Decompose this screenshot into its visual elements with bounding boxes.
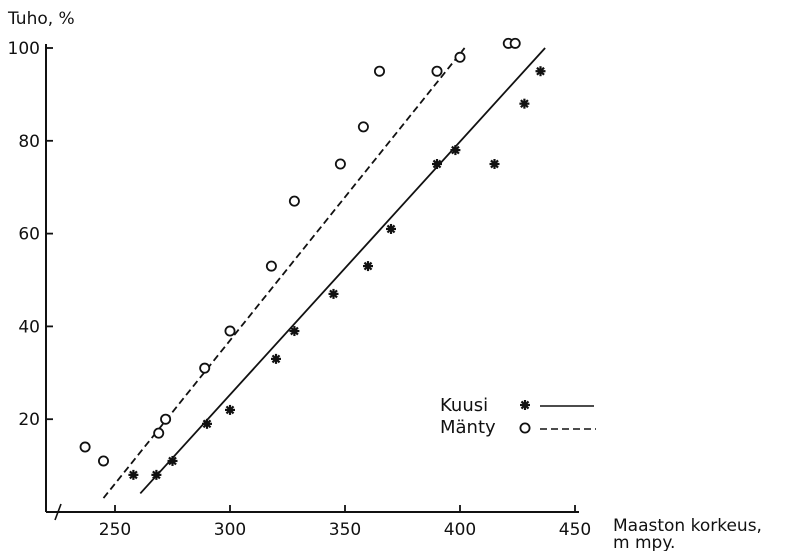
data-point-manty: [199, 362, 211, 374]
asterisk-stroke: [451, 145, 460, 155]
legend-circle: [519, 422, 531, 434]
data-point-manty: [509, 37, 521, 49]
data-point-kuusi: [535, 66, 546, 77]
asterisk-stroke: [520, 400, 530, 410]
data-point-kuusi: [271, 353, 281, 364]
legend-marker-circle: [519, 422, 531, 434]
asterisk-stroke: [536, 66, 545, 76]
data-point-kuusi: [450, 145, 461, 156]
legend-marker-asterisk: [520, 400, 530, 410]
data-point-kuusi: [128, 469, 139, 480]
axes: [45, 44, 579, 521]
data-point-manty: [160, 413, 172, 425]
y-tick-label: 20: [18, 410, 40, 430]
fit-line-manty: [102, 47, 466, 499]
asterisk-stroke: [363, 261, 373, 271]
x-axis-label-line1: Maaston korkeus,: [613, 516, 762, 536]
data-point-kuusi: [151, 469, 162, 480]
data-point-kuusi: [328, 288, 339, 299]
asterisk-stroke: [168, 456, 177, 466]
data-point-kuusi: [363, 261, 373, 272]
data-point-manty: [265, 260, 277, 272]
legend-label-kuusi: Kuusi: [440, 395, 488, 416]
legend: Kuusi Mänty: [440, 395, 596, 438]
data-point-kuusi: [202, 418, 212, 429]
asterisk-stroke: [520, 99, 529, 108]
asterisk-stroke: [290, 326, 299, 336]
data-point-manty: [431, 65, 443, 77]
data-point-manty: [373, 65, 385, 77]
asterisk-stroke: [152, 470, 161, 480]
axis-break-mark: [54, 503, 62, 521]
asterisk-stroke: [129, 470, 138, 480]
y-tick-label: 60: [18, 225, 40, 245]
data-points: [79, 37, 546, 480]
data-point-manty: [454, 51, 466, 63]
data-point-manty: [224, 325, 236, 337]
asterisk-stroke: [329, 289, 338, 299]
legend-entry-manty: Mänty: [440, 417, 596, 438]
asterisk-stroke: [386, 224, 396, 234]
x-tick-label: 450: [559, 520, 591, 540]
data-point-manty: [334, 158, 346, 170]
y-tick-label: 80: [18, 132, 40, 152]
data-point-manty: [79, 441, 91, 453]
data-point-kuusi: [519, 98, 530, 109]
data-point-kuusi: [289, 326, 300, 337]
y-tick-label: 40: [18, 317, 40, 337]
asterisk-stroke: [202, 419, 212, 429]
x-tick-label: 350: [329, 520, 361, 540]
asterisk-stroke: [225, 405, 235, 415]
data-point-manty: [357, 121, 369, 133]
data-point-manty: [98, 455, 110, 467]
x-axis-label-line2: m mpy.: [613, 533, 675, 551]
ticks: 250 300 350 400 450 20 40 60 80 100: [8, 39, 592, 540]
legend-asterisk: [520, 400, 530, 410]
data-point-kuusi: [225, 404, 235, 415]
data-point-manty: [288, 195, 300, 207]
x-tick-label: 400: [444, 520, 476, 540]
legend-entry-kuusi: Kuusi: [440, 395, 594, 416]
data-point-kuusi: [386, 223, 396, 234]
data-point-manty: [153, 427, 165, 439]
x-tick-label: 250: [99, 520, 131, 540]
asterisk-stroke: [490, 159, 499, 169]
data-point-kuusi: [432, 159, 442, 169]
x-tick-label: 300: [214, 520, 246, 540]
data-point-kuusi: [489, 159, 500, 169]
y-tick-label: 100: [8, 39, 40, 59]
asterisk-stroke: [432, 159, 442, 169]
legend-label-manty: Mänty: [440, 417, 496, 438]
asterisk-stroke: [271, 354, 281, 364]
data-point-kuusi: [167, 455, 178, 466]
y-axis-label: Tuho, %: [7, 9, 75, 29]
